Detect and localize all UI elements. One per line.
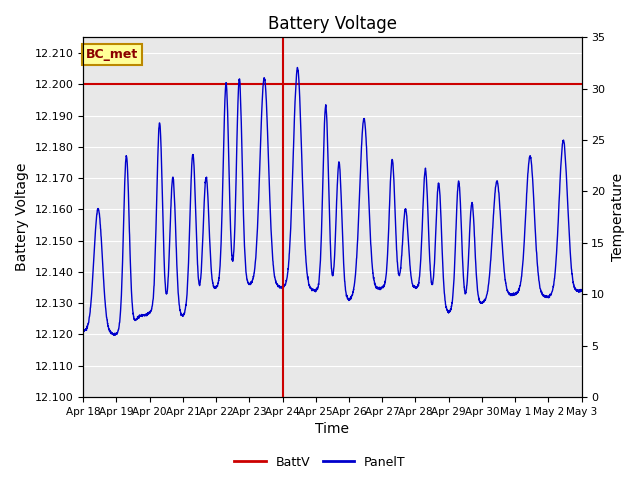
Legend: BattV, PanelT: BattV, PanelT — [229, 451, 411, 474]
Title: Battery Voltage: Battery Voltage — [268, 15, 397, 33]
Y-axis label: Battery Voltage: Battery Voltage — [15, 163, 29, 271]
Y-axis label: Temperature: Temperature — [611, 173, 625, 261]
X-axis label: Time: Time — [316, 422, 349, 436]
Text: BC_met: BC_met — [86, 48, 138, 61]
